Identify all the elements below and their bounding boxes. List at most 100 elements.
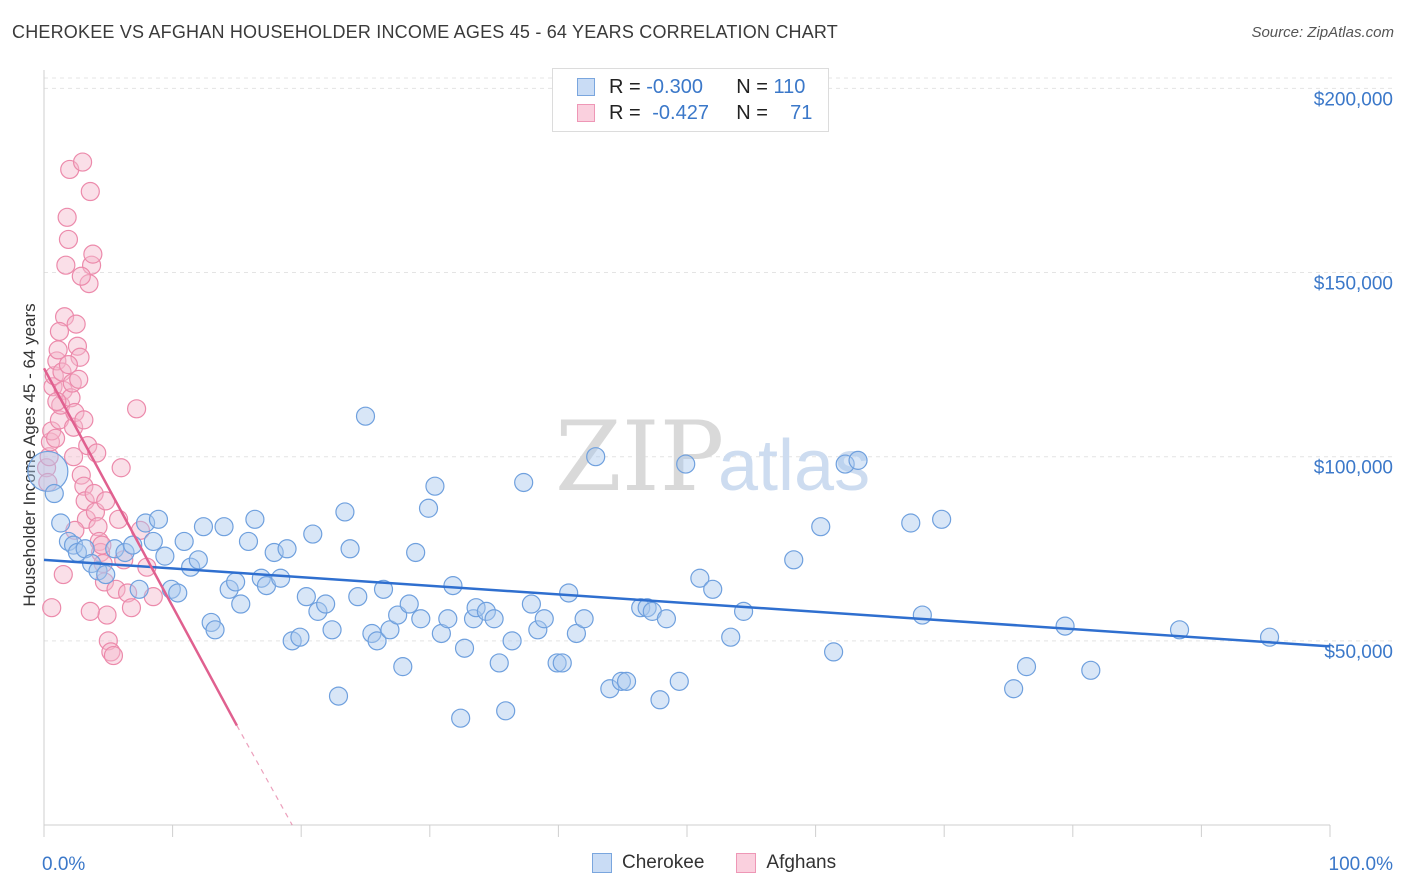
cherokee-point (308, 601, 328, 621)
cherokee-point (1016, 657, 1037, 677)
afghans-point (63, 447, 84, 467)
cherokee-point (238, 531, 259, 552)
afghans-point (98, 631, 118, 651)
cherokee-point (193, 517, 214, 537)
cherokee-point (454, 638, 475, 658)
cherokee-point (271, 568, 291, 588)
cherokee-point (411, 609, 431, 629)
cherokee-point (616, 671, 637, 691)
cherokee-point (174, 531, 194, 552)
cherokee-point (631, 598, 651, 618)
cherokee-point (290, 627, 310, 647)
cherokee-point (811, 517, 831, 537)
afghans-point (58, 229, 79, 250)
afghans-point (74, 476, 94, 496)
afghans-point (66, 314, 86, 334)
afghans-point (69, 369, 89, 389)
cherokee-point (155, 546, 175, 566)
cherokee-point (528, 620, 548, 640)
x-tick-label: 0.0% (42, 854, 85, 875)
afghans-point (57, 207, 77, 227)
cherokee-point (514, 472, 534, 493)
y-tick-labels: $50,000 $100,000 $150,000 $200,000 (1314, 89, 1393, 662)
cherokee-point (656, 609, 677, 629)
cherokee-point (484, 609, 504, 629)
cherokee-point (466, 598, 486, 618)
cherokee-point (676, 454, 696, 474)
afghans-point (42, 598, 62, 618)
cherokee-point (303, 524, 323, 544)
bottom-legend-label: Cherokee (622, 852, 705, 873)
legend-r-value: -0.427 (652, 101, 709, 124)
afghans-point (97, 605, 117, 625)
cherokee-point (388, 605, 408, 625)
afghans-point (88, 517, 108, 537)
cherokee-point (226, 572, 246, 592)
legend-n-value: 71 (790, 101, 813, 124)
cherokee-point (586, 447, 606, 467)
x-tick-labels: 0.0% 100.0% (42, 854, 1393, 875)
bottom-legend-swatch (592, 853, 612, 873)
cherokee-point (205, 620, 225, 640)
afghans-trend-extension (236, 725, 293, 826)
cherokee-trend-line (43, 558, 1331, 648)
cherokee-point (669, 671, 689, 691)
cherokee-point (277, 539, 297, 559)
source-label: Source: ZipAtlas.com (1251, 24, 1394, 41)
cherokee-point (115, 542, 135, 563)
trend-lines (42, 367, 1331, 826)
legend-r-label: R = (609, 75, 641, 98)
cherokee-point (188, 550, 208, 570)
cherokee-point (380, 620, 400, 640)
series-cherokee (27, 406, 1280, 728)
legend-r-label: R = (609, 101, 641, 124)
cherokee-point (438, 609, 458, 629)
cherokee-point (418, 498, 439, 518)
cherokee-point (316, 594, 336, 614)
legend-n-label: N = (736, 75, 768, 98)
cherokee-point (322, 620, 342, 640)
cherokee-point (135, 513, 156, 533)
cherokee-point (51, 513, 71, 533)
cherokee-point (703, 579, 723, 599)
cherokee-point (637, 598, 657, 618)
cherokee-point (425, 476, 445, 496)
cherokee-point (335, 502, 355, 522)
cherokee-point (328, 686, 349, 706)
afghans-point (80, 601, 100, 621)
cherokee-point (367, 631, 387, 651)
legend-n-value: 110 (773, 75, 806, 98)
cherokee-point (148, 509, 169, 529)
afghans-point (106, 579, 126, 599)
afghans-point (70, 347, 90, 367)
cherokee-point (784, 550, 804, 570)
cherokee-point (451, 708, 471, 728)
afghans-point (62, 373, 82, 393)
cherokee-point (721, 627, 741, 647)
afghans-point (71, 266, 91, 286)
y-tick-label: $200,000 (1314, 89, 1393, 110)
cherokee-point (476, 601, 496, 621)
cherokee-point (600, 679, 620, 699)
cherokee-point (547, 653, 567, 673)
series-afghans (36, 152, 163, 666)
afghans-point (49, 321, 70, 342)
cherokee-point (443, 576, 463, 596)
legend-row-afghans: R = -0.427 N = 71 (577, 101, 812, 125)
cherokee-point (611, 671, 632, 691)
cherokee-point (340, 539, 360, 559)
legend-swatch-cherokee (577, 78, 595, 96)
afghans-point (101, 642, 121, 662)
cherokee-point (690, 568, 710, 588)
afghans-point (103, 645, 124, 666)
legend-r-value: -0.300 (646, 75, 703, 98)
y-tick-label: $100,000 (1314, 458, 1393, 479)
afghans-point (54, 307, 75, 327)
cherokee-point (912, 605, 932, 625)
legend-n-label: N = (736, 101, 768, 124)
cherokee-point (143, 531, 163, 552)
cherokee-point (1055, 616, 1075, 636)
cherokee-point (96, 564, 116, 585)
afghans-point (53, 564, 73, 585)
y-tick-label: $50,000 (1324, 642, 1393, 663)
